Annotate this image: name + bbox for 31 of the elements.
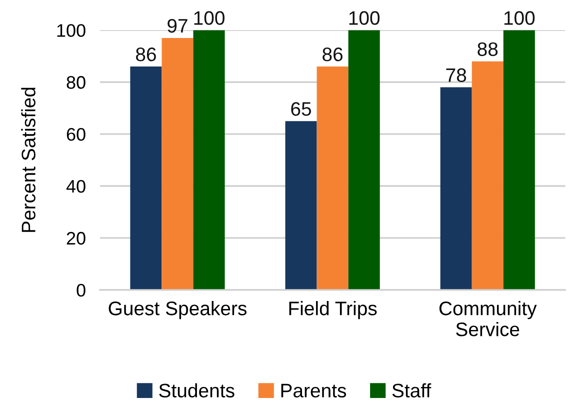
data-label: 100 (194, 11, 224, 25)
data-label: 88 (478, 42, 498, 56)
bar (162, 38, 194, 290)
data-label: 100 (504, 11, 535, 25)
bar (316, 66, 348, 290)
data-label: 97 (168, 18, 188, 33)
y-axis-title: Percent Satisfied (21, 88, 36, 232)
legend-label: Students (159, 383, 234, 398)
data-label: 78 (446, 68, 466, 82)
legend-label: Staff (392, 383, 432, 398)
y-tick-label: 80 (66, 76, 86, 89)
bar (472, 61, 504, 290)
data-label: 100 (349, 11, 380, 25)
y-tick-label: 100 (57, 24, 86, 37)
bar (130, 66, 162, 290)
bar (193, 30, 225, 290)
y-tick-label: 40 (66, 180, 86, 193)
data-label: 86 (322, 48, 343, 62)
data-label: 65 (291, 102, 312, 116)
bar (348, 30, 380, 290)
bar (440, 87, 472, 290)
y-tick-label: 20 (66, 232, 86, 245)
x-tick-label: Guest Speakers (108, 301, 247, 320)
y-tick-label: 60 (66, 128, 86, 141)
bar (503, 30, 535, 290)
x-tick-label: Field Trips (289, 301, 377, 320)
x-tick-label: Community Service (439, 301, 537, 336)
y-tick-label: 0 (76, 284, 86, 297)
legend-label: Parents (281, 384, 346, 398)
bar (285, 121, 317, 290)
data-label: 86 (136, 48, 156, 62)
